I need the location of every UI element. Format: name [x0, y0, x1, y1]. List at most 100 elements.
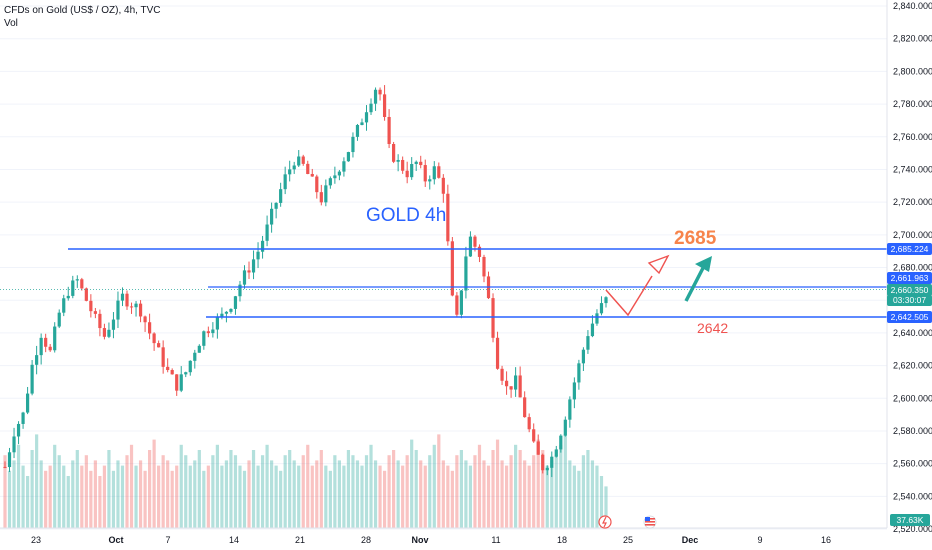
candle-body	[274, 202, 278, 209]
volume-bar	[107, 450, 111, 528]
candle-body	[193, 352, 197, 361]
volume-bar	[572, 465, 576, 528]
y-tick-label: 2,520.000	[893, 524, 932, 534]
volume-bar	[509, 455, 513, 528]
candle-body	[292, 165, 296, 170]
volume-bar	[455, 455, 459, 528]
volume-bar	[604, 486, 608, 528]
candle-body	[500, 368, 504, 381]
volume-bar	[532, 455, 536, 528]
y-tick-label: 2,560.000	[893, 459, 932, 469]
chart-header: CFDs on Gold (US$ / OZ), 4h, TVC Vol	[4, 4, 161, 30]
candle-body	[170, 370, 174, 375]
candle-body	[536, 441, 540, 455]
candle-body	[572, 382, 576, 400]
candle-body	[545, 467, 549, 471]
target-2685-annotation: 2685	[674, 228, 717, 249]
candle-body	[468, 236, 473, 257]
candle-body	[495, 337, 500, 369]
volume-bar	[337, 460, 341, 528]
volume-bar	[161, 455, 165, 528]
candle-body	[369, 103, 373, 113]
y-tick-label: 2,720.000	[893, 197, 932, 207]
candle-body	[211, 329, 215, 334]
candle-body	[491, 298, 495, 338]
volume-bar	[563, 434, 567, 528]
candle-body	[80, 279, 84, 289]
volume-bar	[396, 460, 400, 528]
support-price-tag: 2,642.505	[887, 311, 932, 323]
volume-bar	[346, 450, 351, 528]
candle-body	[387, 116, 391, 145]
volume-bar	[495, 439, 500, 528]
volume-bar	[550, 460, 554, 528]
candle-body	[405, 170, 409, 178]
volume-bar	[93, 460, 97, 528]
projection-arrow-head	[647, 254, 670, 275]
x-tick-label: 14	[229, 535, 239, 545]
candle-body	[98, 313, 102, 329]
volume-bar	[518, 450, 522, 528]
volume-bar	[590, 460, 595, 528]
volume-bar	[170, 470, 174, 528]
volume-bar	[536, 439, 540, 528]
y-tick-label: 2,700.000	[893, 230, 932, 240]
candle-body	[473, 236, 477, 247]
y-tick-label: 2,780.000	[893, 99, 932, 109]
candle-body	[12, 436, 16, 453]
grid	[0, 5, 887, 530]
volume-bar	[554, 455, 558, 528]
volume-bar	[206, 465, 210, 528]
volume-bar	[215, 444, 219, 528]
volume-bar	[319, 450, 323, 528]
candle-body	[355, 124, 360, 137]
candle-body	[53, 326, 57, 351]
volume-bar	[473, 455, 477, 528]
volume-bar	[71, 460, 75, 528]
volume-bar	[233, 455, 238, 528]
candle-body	[30, 364, 34, 394]
volume-bar	[62, 465, 66, 528]
volume-bar	[120, 465, 125, 528]
volume-bar	[202, 470, 206, 528]
volume-bar	[581, 455, 586, 528]
volume-bar	[428, 455, 432, 528]
green-arrow-head	[695, 256, 712, 272]
candle-body	[138, 303, 143, 317]
candle-body	[107, 329, 111, 337]
volume-bar	[193, 460, 197, 528]
candle-body	[333, 175, 337, 179]
y-tick-label: 2,760.000	[893, 132, 932, 142]
flash-icon[interactable]	[598, 515, 612, 529]
us-flag-icon[interactable]	[643, 515, 657, 529]
candle-body	[509, 386, 513, 390]
candle-body	[62, 298, 66, 313]
time-axis[interactable]: 23 Oct 7 14 21 28 Nov 11 18 25 Dec 9 16	[31, 535, 831, 545]
x-tick-label: 21	[295, 535, 305, 545]
volume-bars	[3, 434, 608, 528]
candle-body	[184, 372, 188, 375]
volume-bar	[382, 470, 387, 528]
candle-body	[116, 300, 120, 320]
y-tick-label: 2,540.000	[893, 491, 932, 501]
volume-bar	[224, 460, 229, 528]
candle-body	[57, 312, 61, 327]
volume-bar	[188, 465, 192, 528]
candle-body	[233, 296, 238, 309]
candle-body	[16, 423, 21, 437]
x-tick-label: Oct	[108, 535, 123, 545]
volume-bar	[441, 460, 445, 528]
price-axis[interactable]: 2,520.000 2,540.000 2,560.000 2,580.000 2,60…	[893, 1, 932, 534]
candle-body	[270, 208, 274, 225]
candle-body	[148, 322, 152, 334]
volume-bar	[432, 444, 436, 528]
volume-bar	[7, 470, 12, 528]
candle-body	[324, 185, 328, 203]
candle-body	[446, 193, 450, 242]
candle-body	[396, 159, 400, 162]
volume-bar	[129, 444, 134, 528]
volume-bar	[21, 465, 25, 528]
candle-body	[129, 306, 134, 308]
candle-body	[595, 313, 599, 324]
